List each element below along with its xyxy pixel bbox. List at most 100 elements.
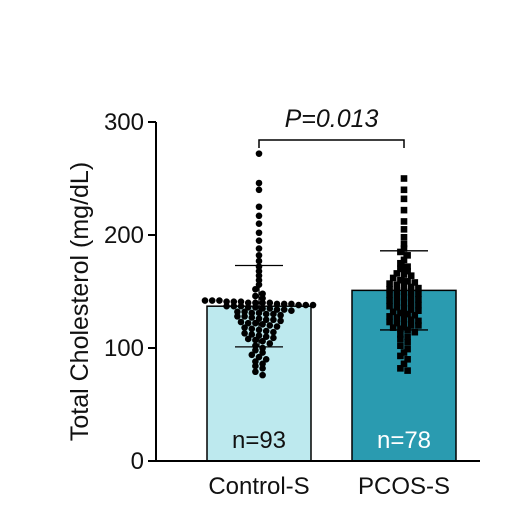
data-point-1-67: [404, 333, 411, 340]
data-point-1-31: [407, 289, 415, 296]
data-point-0-82: [252, 346, 259, 354]
data-point-0-21: [208, 297, 216, 304]
data-point-1-72: [400, 349, 408, 356]
x-tick-label-0: Control-S: [208, 473, 309, 500]
data-point-1-46: [407, 306, 415, 313]
data-point-0-29: [266, 299, 274, 307]
data-point-0-46: [234, 308, 241, 316]
data-point-0-10: [255, 257, 263, 265]
data-point-1-65: [411, 328, 419, 336]
data-point-1-9: [397, 248, 404, 256]
data-point-0-61: [244, 319, 252, 327]
data-point-0-64: [266, 322, 274, 329]
data-point-1-52: [386, 313, 393, 320]
significance-bracket: [258, 139, 405, 148]
data-point-0-5: [255, 220, 263, 227]
data-point-1-71: [404, 345, 411, 353]
data-point-1-12: [397, 259, 404, 267]
data-point-1-51: [411, 311, 419, 319]
data-point-0-54: [241, 313, 248, 320]
data-point-0-28: [259, 299, 266, 307]
data-point-0-70: [270, 328, 277, 336]
data-point-0-72: [248, 331, 256, 338]
data-point-1-0: [400, 175, 408, 182]
y-axis-title: Total Cholesterol (mg/dL): [66, 162, 94, 441]
data-point-0-37: [230, 302, 238, 310]
data-point-0-45: [288, 307, 295, 315]
data-point-0-51: [270, 310, 277, 318]
data-point-1-21: [404, 278, 411, 285]
data-point-0-9: [255, 252, 263, 259]
data-point-0-85: [255, 353, 263, 361]
data-point-1-22: [411, 279, 419, 286]
data-point-1-28: [386, 285, 393, 293]
data-point-0-58: [270, 316, 277, 324]
data-point-1-32: [415, 290, 422, 298]
data-point-0-40: [252, 304, 259, 311]
data-point-0-55: [248, 314, 256, 321]
data-point-1-7: [400, 240, 408, 248]
data-point-1-68: [397, 335, 404, 343]
data-point-0-7: [255, 237, 263, 244]
data-point-1-1: [400, 186, 408, 194]
data-point-0-24: [230, 298, 238, 305]
data-point-0-35: [309, 301, 317, 309]
data-point-1-29: [393, 287, 401, 294]
data-point-0-3: [255, 203, 263, 211]
y-tick-label-2: 200: [104, 222, 144, 249]
data-point-1-56: [415, 317, 422, 325]
data-point-1-18: [407, 272, 415, 279]
data-point-1-48: [389, 308, 397, 316]
data-point-1-39: [393, 298, 401, 305]
data-point-0-18: [252, 292, 259, 300]
data-point-1-49: [397, 309, 404, 317]
data-point-1-16: [393, 270, 401, 277]
data-point-0-90: [259, 365, 266, 372]
x-tick-label-1: PCOS-S: [358, 473, 450, 500]
data-point-1-69: [404, 339, 411, 346]
data-point-0-50: [262, 310, 270, 318]
n-label-1: n=78: [377, 427, 431, 454]
data-point-1-47: [415, 307, 422, 315]
data-point-0-27: [252, 299, 259, 307]
data-point-0-43: [273, 306, 281, 313]
data-point-0-76: [244, 335, 252, 343]
data-point-0-52: [277, 311, 284, 319]
data-point-1-15: [404, 267, 411, 275]
data-point-0-77: [252, 336, 259, 344]
data-point-0-20: [201, 297, 209, 304]
data-point-0-67: [248, 325, 256, 333]
data-point-0-30: [273, 300, 281, 308]
p-value-label: P=0.013: [285, 105, 379, 133]
data-point-1-57: [386, 318, 393, 326]
data-point-0-25: [237, 298, 245, 305]
data-point-0-62: [252, 319, 259, 327]
data-point-1-42: [415, 301, 422, 309]
errorbar-layer: [235, 250, 428, 348]
data-point-0-48: [248, 309, 256, 317]
data-point-1-26: [407, 283, 415, 291]
data-point-1-34: [393, 292, 401, 300]
data-point-0-84: [248, 351, 256, 359]
data-point-1-55: [407, 316, 415, 324]
data-point-0-57: [262, 316, 270, 324]
data-point-0-32: [288, 300, 295, 308]
data-point-0-41: [259, 305, 266, 312]
data-point-1-62: [389, 324, 397, 331]
data-point-0-89: [252, 362, 259, 370]
data-point-1-44: [393, 304, 401, 311]
data-point-1-10: [404, 252, 411, 259]
data-point-1-41: [407, 300, 415, 308]
data-point-1-8: [400, 245, 408, 252]
data-point-0-78: [259, 337, 266, 345]
y-tick-label-0: 0: [131, 448, 144, 475]
data-point-0-88: [259, 360, 266, 368]
data-point-1-66: [397, 331, 404, 338]
data-point-1-33: [386, 291, 393, 299]
data-point-1-73: [397, 352, 404, 360]
data-point-1-58: [393, 319, 401, 327]
data-point-0-65: [273, 323, 281, 330]
data-point-0-87: [252, 358, 259, 365]
data-point-0-74: [262, 333, 270, 341]
